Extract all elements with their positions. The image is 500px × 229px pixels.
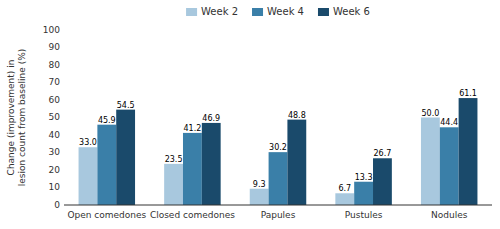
legend-item: Week 6 [318,6,370,17]
x-tick-label: Open comedones [67,210,146,220]
x-tick-label: Nodules [431,210,468,220]
y-tick-label: 70 [49,77,61,87]
data-label: 9.3 [253,180,266,189]
data-label: 23.5 [165,155,183,164]
bar [373,158,392,205]
bar [79,147,98,205]
bar [269,152,288,205]
legend-item: Week 2 [186,6,238,17]
data-labels: 33.0 23.5 9.3 6.7 50.0 45.9 41.2 30.2 13.3 44.4 54… [79,89,477,193]
y-tick-label: 30 [49,147,61,157]
legend-label: Week 4 [267,6,304,17]
y-axis-label: Change (improvement) inlesion count from… [6,49,27,187]
chart: 0 10 20 30 40 50 60 70 80 90 100 Change (improvemen… [0,0,500,229]
bar [164,164,183,205]
bar [116,110,135,205]
data-label: 41.2 [183,124,201,133]
bars [79,98,478,205]
legend-swatch [186,8,197,16]
bar [250,189,269,205]
y-axis-label-line: Change (improvement) in [6,60,16,176]
data-label: 54.5 [117,101,135,110]
bar [202,123,221,205]
bar [97,125,116,205]
y-tick-label: 80 [49,60,61,70]
y-tick-label: 50 [49,112,61,122]
y-tick-label: 40 [49,130,61,140]
data-label: 44.4 [440,118,458,127]
data-label: 6.7 [338,184,351,193]
y-tick-label: 20 [49,165,61,175]
y-tick-label: 0 [54,200,60,210]
data-label: 61.1 [459,89,477,98]
data-label: 30.2 [269,143,287,152]
bar [287,120,306,205]
legend-label: Week 2 [201,6,238,17]
data-label: 33.0 [79,138,97,147]
y-axis-label-line: lesion count from baseline (%) [17,49,27,187]
bar [459,98,478,205]
y-tick-label: 60 [49,95,61,105]
x-tick-label: Closed comedones [150,210,235,220]
y-tick-label: 100 [43,25,60,35]
bar [335,193,354,205]
legend-label: Week 6 [333,6,370,17]
x-axis-line [64,205,492,206]
data-label: 48.8 [288,111,306,120]
bar [440,127,459,205]
x-tick-label: Pustules [345,210,383,220]
data-label: 26.7 [374,149,392,158]
bar [183,133,202,205]
y-tick-label: 90 [49,42,61,52]
y-tick-label: 10 [49,182,61,192]
bar [354,182,373,205]
x-tick-label: Papules [261,210,296,220]
legend-item: Week 4 [252,6,304,17]
legend-swatch [318,8,329,16]
legend-swatch [252,8,263,16]
bar [421,118,440,206]
data-label: 45.9 [98,116,116,125]
data-label: 50.0 [421,109,439,118]
data-label: 46.9 [202,114,220,123]
data-label: 13.3 [355,173,373,182]
legend: Week 2 Week 4 Week 6 [186,6,370,17]
